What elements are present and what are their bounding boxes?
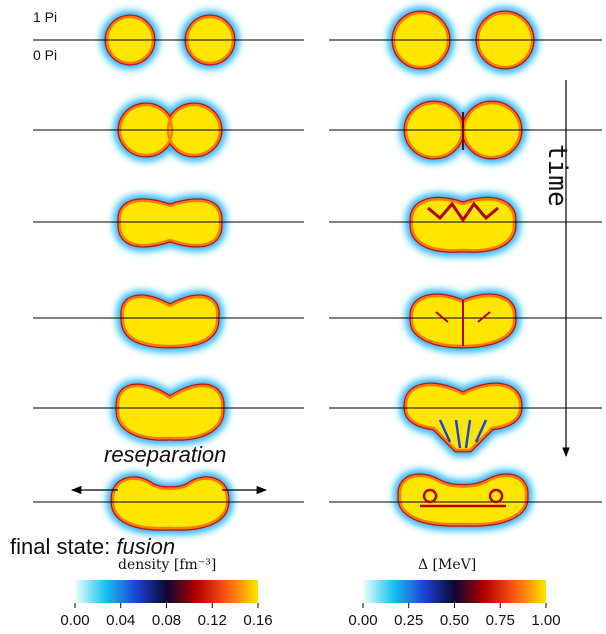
delta-colorbar-title: Δ [MeV] (418, 557, 477, 573)
density-frame-6 (33, 470, 304, 537)
colorbar-tick-label: 0.00 (60, 612, 89, 629)
pi-one-label: 1 Pi (33, 9, 58, 25)
delta-frame-1 (329, 5, 602, 75)
density-frame-5 (33, 377, 304, 447)
nucleus-core (118, 199, 222, 247)
colorbar-tick-label: 0.12 (198, 612, 227, 629)
density-column (33, 9, 304, 537)
density-frame-3 (33, 192, 304, 254)
density-frame-2 (33, 97, 304, 163)
colorbar-tick-label: 0.50 (440, 612, 469, 629)
time-label: time (542, 144, 572, 207)
nucleus-core (398, 474, 528, 526)
delta-colorbar: 0.00 0.25 0.50 0.75 1.00 (348, 580, 561, 629)
delta-column (329, 5, 602, 533)
colorbar-tick-label: 0.08 (152, 612, 181, 629)
gap-fracture (438, 419, 488, 449)
colorbar-tick-label: 0.75 (486, 612, 515, 629)
final-state-label: final state: fusion (10, 534, 175, 560)
gap-fracture (427, 201, 499, 223)
delta-frame-3 (329, 191, 602, 259)
colorbar-tick-label: 0.00 (348, 612, 377, 629)
gap-fracture (435, 300, 491, 346)
colorbar-tick-label: 0.16 (243, 612, 272, 629)
colorbar-tick-label: 0.04 (106, 612, 135, 629)
final-state-value: fusion (116, 534, 176, 559)
colorbar-tick-label: 0.25 (394, 612, 423, 629)
pi-zero-label: 0 Pi (33, 47, 58, 63)
colorbar-tick-label: 1.00 (531, 612, 560, 629)
gap-fracture (420, 488, 506, 508)
delta-colorbar-ticks: 0.00 0.25 0.50 0.75 1.00 (348, 603, 561, 629)
nucleus-core (111, 477, 229, 530)
nucleus-core (410, 198, 516, 252)
density-colorbar-title: density [fm⁻³] (118, 557, 217, 573)
delta-frame-6 (329, 467, 602, 533)
delta-frame-5 (329, 377, 602, 458)
nucleus-core (404, 383, 522, 452)
density-frame-1 (33, 9, 304, 71)
delta-frame-2 (329, 95, 602, 165)
density-frame-4 (33, 289, 304, 354)
reseparation-label: reseparation (104, 442, 227, 467)
density-colorbar-ticks: 0.00 0.04 0.08 0.12 0.16 (60, 603, 273, 629)
final-state-prefix: final state: (10, 534, 111, 559)
delta-frame-4 (329, 287, 602, 354)
density-colorbar: 0.00 0.04 0.08 0.12 0.16 (60, 580, 273, 629)
